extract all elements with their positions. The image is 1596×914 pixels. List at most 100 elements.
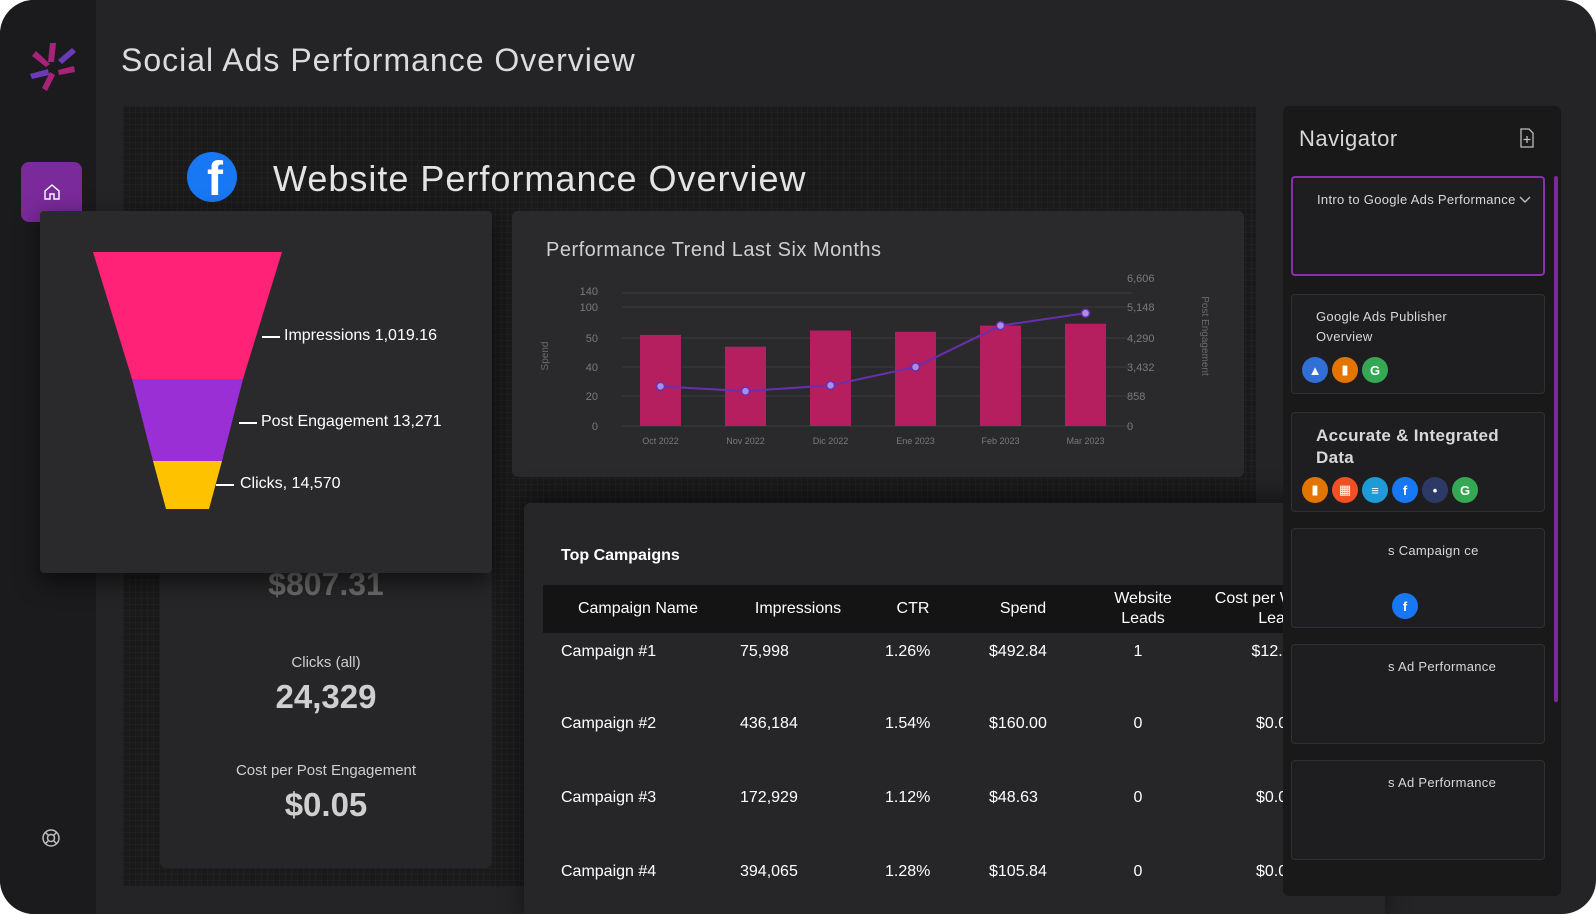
y2-tick-label: 3,432: [1127, 362, 1155, 374]
table-cell: Campaign #3: [561, 789, 657, 806]
line-point: [995, 320, 1006, 331]
bar: [810, 330, 851, 426]
bar: [980, 325, 1021, 426]
bar: [1065, 323, 1106, 426]
table-cell: 0: [1133, 863, 1143, 880]
line-point: [740, 386, 751, 396]
y2-tick-label: 6,606: [1127, 273, 1155, 285]
facebook-icon: f: [1392, 593, 1418, 619]
navigator-item-ad-performance[interactable]: s Ad Performance: [1291, 644, 1545, 744]
home-icon: [43, 184, 60, 200]
table-cell: Campaign #2: [561, 715, 657, 732]
navigator-item-ad-performance-2[interactable]: s Ad Performance: [1291, 760, 1545, 860]
navigator-item-publisher[interactable]: Google Ads Publisher Overview ▲ ▮ G: [1291, 294, 1545, 394]
section-title: Website Performance Overview: [273, 158, 807, 199]
y-tick-label: 50: [586, 333, 598, 345]
navigator-item-label: s Ad Performance: [1388, 775, 1497, 790]
table-cell: 0: [1133, 789, 1143, 806]
funnel-label-post-engagement: Post Engagement 13,271: [261, 413, 442, 430]
column-header[interactable]: Website Leads: [1114, 590, 1172, 627]
y-tick-label: 20: [586, 391, 598, 403]
column-header[interactable]: Impressions: [754, 600, 842, 617]
table-cell: $105.84: [989, 863, 1047, 880]
navigator-scrollbar[interactable]: [1554, 176, 1558, 702]
x-tick-label: Nov 2022: [726, 436, 765, 446]
funnel-stage-clicks: [153, 461, 222, 509]
navigator-item-label: Google Ads Publisher Overview: [1316, 309, 1448, 344]
x-tick-label: Mar 2023: [1066, 436, 1104, 446]
table-cell: $160.00: [989, 715, 1047, 732]
table-cell: 75,998: [740, 643, 789, 660]
y2-tick-label: 5,148: [1127, 302, 1155, 314]
navigator-item-label: s Ad Performance: [1388, 659, 1497, 674]
trend-chart: 0 20 40 50 100 140 0 858 3,432 4,290 5,148 6,606 Spe…: [540, 273, 1210, 446]
y-axis-label: Spend: [540, 342, 551, 371]
table-title: Top Campaigns: [561, 547, 680, 564]
table-cell: 1: [1133, 643, 1143, 660]
table-cell: 436,184: [740, 715, 798, 732]
table-cell: 1.28%: [885, 863, 931, 880]
table-header: Campaign Name Impressions CTR Spend Webs…: [543, 585, 1367, 633]
line-point: [655, 381, 666, 392]
kpi-card: $807.31 Clicks (all) 24,329 Cost per Pos…: [160, 540, 492, 868]
navigator-panel: Navigator Intro to Google Ads Performanc…: [1283, 106, 1561, 896]
bar: [895, 331, 936, 426]
lifebuoy-icon[interactable]: [41, 828, 61, 848]
kpi-clicks-label: Clicks (all): [291, 654, 361, 671]
series-line: [660, 312, 1086, 393]
kpi-cpe-label: Cost per Post Engagement: [235, 762, 417, 779]
column-header[interactable]: Spend: [999, 600, 1047, 617]
y2-tick-label: 4,290: [1127, 333, 1155, 345]
top-campaigns-card: Top Campaigns Campaign Name Impressions …: [524, 503, 1385, 914]
table-cell: $492.84: [989, 643, 1047, 660]
y2-tick-label: 858: [1127, 391, 1145, 403]
x-tick-label: Feb 2023: [981, 436, 1019, 446]
add-page-icon[interactable]: [1519, 128, 1535, 148]
table-cell: Campaign #4: [561, 863, 657, 880]
analytics-icon: ▮: [1302, 477, 1328, 503]
pin-icon: •: [1422, 477, 1448, 503]
trend-chart-card: Performance Trend Last Six Months 0 20 40 5…: [512, 211, 1244, 477]
y2-axis-label: Post Engagement: [1199, 296, 1210, 376]
x-tick-label: Oct 2022: [642, 436, 679, 446]
google-icon: G: [1452, 477, 1478, 503]
database-icon: ≡: [1362, 477, 1388, 503]
navigator-item-accurate-data[interactable]: Accurate & Integrated Data ▮ ▦ ≡ f • G: [1291, 412, 1545, 512]
table-cell: 0: [1133, 715, 1143, 732]
google-icon: G: [1362, 357, 1388, 383]
facebook-icon: f: [1392, 477, 1418, 503]
funnel-stage-post-engagement: [132, 379, 243, 461]
table-cell: 1.12%: [885, 789, 931, 806]
bar: [640, 334, 681, 426]
navigator-item-intro[interactable]: Intro to Google Ads Performance: [1291, 176, 1545, 276]
x-tick-label: Dic 2022: [813, 436, 849, 446]
y-tick-label: 40: [586, 362, 598, 374]
microsoft-icon: ▦: [1332, 477, 1358, 503]
analytics-icon: ▮: [1332, 357, 1358, 383]
navigator-title: Navigator: [1299, 126, 1398, 151]
navigator-item-label: Intro to Google Ads Performance: [1317, 192, 1516, 207]
table-cell: 394,065: [740, 863, 798, 880]
y-tick-label: 100: [580, 302, 598, 314]
table-cell: 1.26%: [885, 643, 931, 660]
y-tick-label: 0: [592, 421, 598, 433]
column-header[interactable]: CTR: [896, 600, 930, 617]
navigator-item-campaign[interactable]: s Campaign ce f: [1291, 528, 1545, 628]
table-cell: Campaign #1: [561, 643, 657, 660]
table-cell: 1.54%: [885, 715, 931, 732]
table-cell: $48.63: [989, 789, 1038, 806]
chart-title: Performance Trend Last Six Months: [546, 239, 882, 261]
navigator-item-label: s Campaign ce: [1388, 543, 1479, 558]
column-header[interactable]: Campaign Name: [577, 600, 699, 617]
table-cell: 172,929: [740, 789, 798, 806]
line-point: [825, 380, 836, 391]
chevron-down-icon[interactable]: [1519, 196, 1531, 204]
funnel-label-clicks: Clicks, 14,570: [240, 475, 341, 492]
brand-logo-icon[interactable]: [28, 40, 78, 92]
bar: [725, 346, 766, 426]
navigator-item-label: Accurate & Integrated Data: [1316, 426, 1499, 467]
facebook-icon: f: [187, 152, 237, 202]
funnel-chart: [93, 252, 282, 509]
funnel-label-impressions: Impressions 1,019.16: [284, 327, 437, 344]
